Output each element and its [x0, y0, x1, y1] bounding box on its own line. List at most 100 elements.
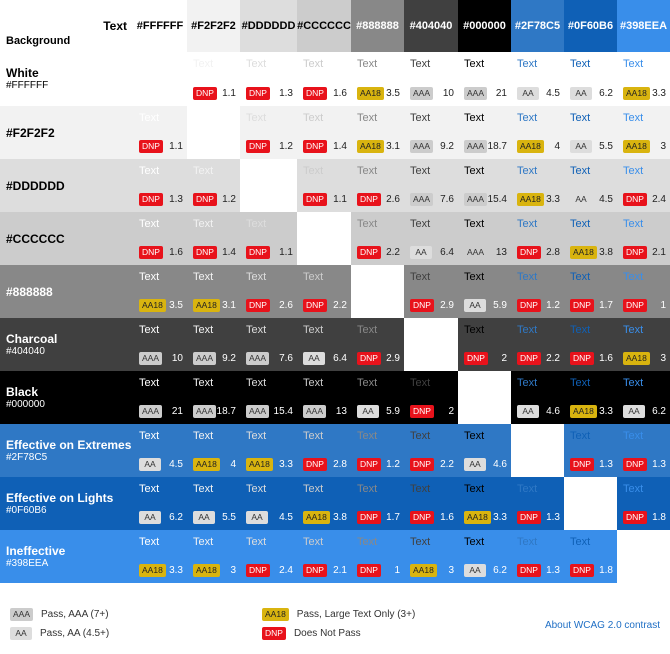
- sample-text: Text: [193, 324, 214, 336]
- rating-badge: DNP: [570, 299, 594, 312]
- rating-badge: DNP: [193, 246, 217, 259]
- sample-text: Text: [357, 58, 378, 70]
- rating-badge: AA: [303, 352, 325, 365]
- rating-badge: AA: [570, 140, 592, 153]
- sample-text: Text: [623, 165, 644, 177]
- contrast-ratio: 5.5: [222, 512, 236, 523]
- row-header: #CCCCCC: [0, 212, 133, 265]
- rating-badge: DNP: [246, 140, 270, 153]
- contrast-cell: Text DNP 2: [458, 318, 511, 371]
- contrast-cell: Text AA 4.5: [564, 159, 617, 212]
- rating-badge: DNP: [410, 299, 434, 312]
- contrast-cell: Text AA 4.6: [511, 371, 564, 424]
- contrast-cell: Text DNP 2.6: [351, 159, 404, 212]
- row-hex: #404040: [6, 345, 45, 357]
- row-name: #F2F2F2: [6, 125, 55, 140]
- rating-badge: DNP: [246, 299, 270, 312]
- contrast-cell: Text DNP 1.2: [351, 424, 404, 477]
- rating-badge: DNP: [623, 458, 647, 471]
- contrast-ratio: 3.3: [279, 459, 293, 470]
- contrast-ratio: 1.6: [440, 512, 454, 523]
- contrast-ratio: 5.9: [386, 406, 400, 417]
- contrast-cell: Text AA18 3.5: [133, 265, 187, 318]
- legend: AAA Pass, AAA (7+) AA Pass, AA (4.5+) AA…: [0, 583, 670, 654]
- contrast-cell: Text DNP 1.3: [617, 424, 670, 477]
- legend-text-aaa: Pass, AAA (7+): [41, 609, 109, 620]
- row-name: White: [6, 66, 39, 80]
- about-wcag-link[interactable]: About WCAG 2.0 contrast: [544, 620, 660, 631]
- rating-badge: DNP: [246, 87, 270, 100]
- sample-text: Text: [570, 58, 591, 70]
- sample-text: Text: [623, 430, 644, 442]
- sample-text: Text: [139, 324, 160, 336]
- contrast-ratio: 15.4: [273, 406, 293, 417]
- sample-text: Text: [570, 377, 591, 389]
- text-axis-label: Text: [103, 19, 127, 33]
- sample-text: Text: [303, 536, 324, 548]
- contrast-cell: Text AAA 18.7: [458, 106, 511, 159]
- contrast-cell: Text DNP 1.3: [511, 477, 564, 530]
- contrast-ratio: 2.2: [546, 353, 560, 364]
- rating-badge: DNP: [623, 193, 647, 206]
- legend-item-aa: AA Pass, AA (4.5+): [10, 627, 109, 640]
- contrast-ratio: 1.6: [599, 353, 613, 364]
- contrast-ratio: 2.6: [279, 300, 293, 311]
- contrast-cell: Text DNP 1.2: [187, 159, 240, 212]
- sample-text: Text: [193, 165, 214, 177]
- sample-text: Text: [623, 271, 644, 283]
- sample-text: Text: [139, 112, 160, 124]
- sample-text: Text: [246, 218, 267, 230]
- contrast-cell: Text AA18 3.3: [511, 159, 564, 212]
- rating-badge: AAA: [193, 352, 217, 365]
- rating-badge: DNP: [139, 246, 163, 259]
- contrast-ratio: 2.6: [386, 194, 400, 205]
- sample-text: Text: [246, 483, 267, 495]
- contrast-ratio: 4.5: [169, 459, 183, 470]
- sample-text: Text: [139, 271, 160, 283]
- rating-badge: AA18: [517, 140, 544, 153]
- rating-badge: AA18: [193, 458, 220, 471]
- sample-text: Text: [193, 430, 214, 442]
- legend-badge-aaa: AAA: [10, 608, 34, 621]
- contrast-ratio: 2.4: [279, 565, 293, 576]
- contrast-cell: Text DNP 1.6: [297, 52, 351, 106]
- contrast-cell: Text DNP 1: [351, 530, 404, 583]
- background-axis-label: Background: [6, 35, 71, 47]
- rating-badge: DNP: [357, 193, 381, 206]
- row-hex: #398EEA: [6, 557, 49, 569]
- contrast-cell: Text DNP 1.3: [564, 424, 617, 477]
- contrast-ratio: 1.3: [546, 565, 560, 576]
- sample-text: Text: [464, 430, 485, 442]
- legend-badge-aa18: AA18: [262, 608, 289, 621]
- contrast-ratio: 3.5: [169, 300, 183, 311]
- contrast-ratio: 18.7: [487, 141, 507, 152]
- sample-text: Text: [246, 58, 267, 70]
- contrast-ratio: 1.1: [333, 194, 347, 205]
- contrast-ratio: 2.2: [333, 300, 347, 311]
- contrast-cell: Text AA18 3.1: [187, 265, 240, 318]
- legend-item-dnp: DNP Does Not Pass: [262, 627, 361, 640]
- contrast-ratio: 9.2: [222, 353, 236, 364]
- rating-badge: DNP: [303, 299, 327, 312]
- sample-text: Text: [570, 324, 591, 336]
- sample-text: Text: [410, 377, 431, 389]
- sample-text: Text: [517, 271, 538, 283]
- legend-item-aa18: AA18 Pass, Large Text Only (3+): [262, 608, 415, 621]
- contrast-ratio: 3.3: [652, 88, 666, 99]
- contrast-ratio: 10: [442, 88, 454, 99]
- sample-text: Text: [570, 430, 591, 442]
- contrast-ratio: 5.9: [493, 300, 507, 311]
- contrast-cell: Text DNP 1.1: [240, 212, 297, 265]
- contrast-cell: Text DNP 1.4: [187, 212, 240, 265]
- contrast-ratio: 1.8: [652, 512, 666, 523]
- contrast-cell: [458, 371, 511, 424]
- contrast-cell: Text AAA 15.4: [458, 159, 511, 212]
- contrast-cell: Text DNP 1.6: [564, 318, 617, 371]
- sample-text: Text: [357, 377, 378, 389]
- sample-text: Text: [623, 324, 644, 336]
- contrast-cell: Text AA18 4: [187, 424, 240, 477]
- row-name: Effective on Lights: [6, 490, 114, 505]
- rating-badge: DNP: [303, 564, 327, 577]
- contrast-ratio: 1.4: [222, 247, 236, 258]
- contrast-ratio: 3: [660, 353, 666, 364]
